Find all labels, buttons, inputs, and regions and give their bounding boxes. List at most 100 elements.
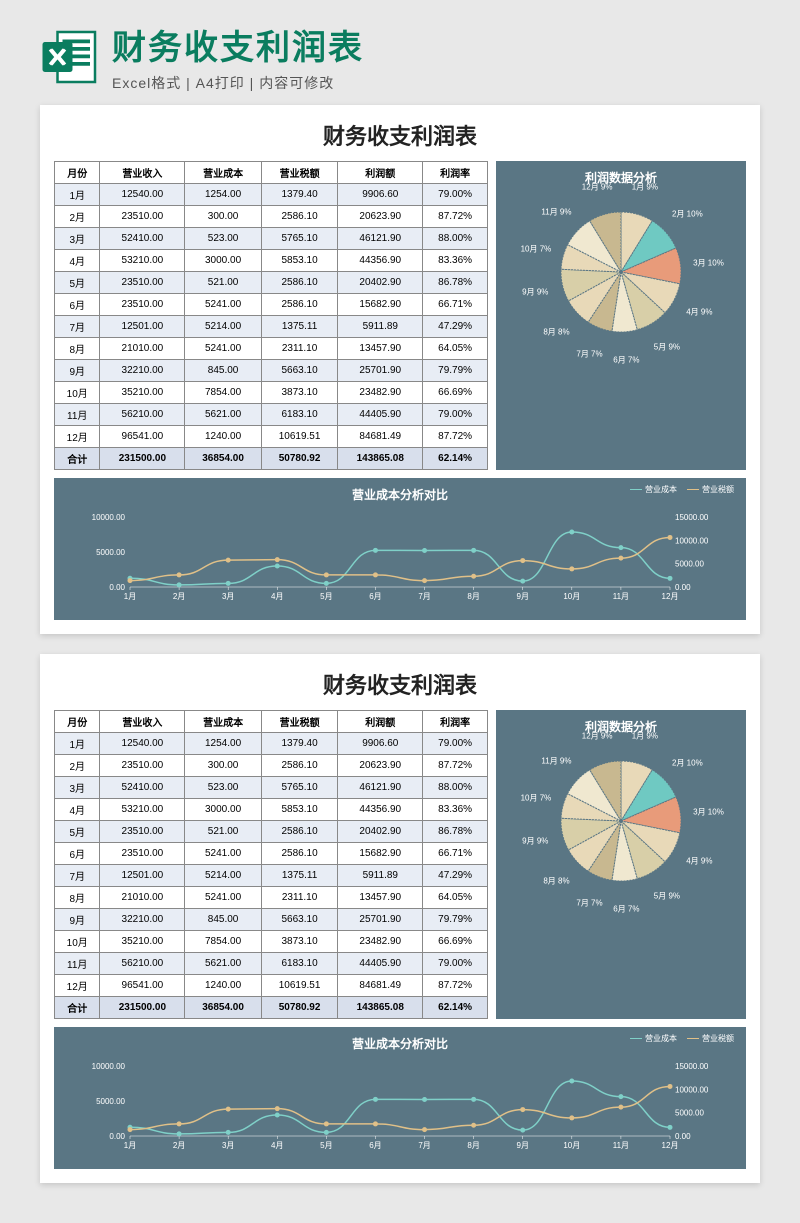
main-title: 财务收支利润表 [112, 20, 760, 69]
table-cell: 6183.10 [261, 953, 338, 975]
table-cell: 66.71% [423, 843, 488, 865]
line-chart-box: 营业成本分析对比营业成本营业税额0.005000.0010000.000.005… [54, 1027, 746, 1169]
sub-title: Excel格式 | A4打印 | 内容可修改 [112, 73, 760, 93]
sheet-title: 财务收支利润表 [54, 119, 746, 151]
table-cell: 9906.60 [338, 733, 423, 755]
table-header: 利润额 [338, 162, 423, 184]
pie-label: 1月 9% [632, 182, 658, 193]
svg-text:6月: 6月 [369, 1141, 381, 1150]
table-cell: 15682.90 [338, 294, 423, 316]
table-cell: 5214.00 [185, 316, 262, 338]
pie-label: 8月 8% [543, 326, 569, 337]
table-row: 7月12501.005214.001375.115911.8947.29% [55, 865, 488, 887]
svg-text:10月: 10月 [563, 592, 580, 601]
table-cell: 23510.00 [100, 272, 185, 294]
line-legend: 营业成本营业税额 [630, 1033, 734, 1044]
table-cell: 231500.00 [100, 448, 185, 470]
pie-label: 1月 9% [632, 731, 658, 742]
table-cell: 46121.90 [338, 777, 423, 799]
table-cell: 5241.00 [185, 887, 262, 909]
table-cell: 5621.00 [185, 953, 262, 975]
table-header: 月份 [55, 162, 100, 184]
pie-label: 10月 7% [521, 244, 552, 255]
table-header: 营业成本 [185, 711, 262, 733]
svg-text:0.00: 0.00 [109, 583, 125, 592]
table-cell: 21010.00 [100, 887, 185, 909]
table-cell: 6183.10 [261, 404, 338, 426]
table-header: 营业收入 [100, 711, 185, 733]
table-cell: 3000.00 [185, 799, 262, 821]
table-cell: 143865.08 [338, 997, 423, 1019]
table-cell: 20623.90 [338, 206, 423, 228]
table-cell: 53210.00 [100, 250, 185, 272]
table-cell: 11月 [55, 953, 100, 975]
table-cell: 2311.10 [261, 338, 338, 360]
table-cell: 5853.10 [261, 799, 338, 821]
table-cell: 300.00 [185, 206, 262, 228]
table-cell: 62.14% [423, 448, 488, 470]
table-row: 1月12540.001254.001379.409906.6079.00% [55, 184, 488, 206]
pie-label: 6月 7% [613, 354, 639, 365]
svg-text:8月: 8月 [467, 1141, 479, 1150]
table-cell: 23510.00 [100, 206, 185, 228]
pie-label: 4月 9% [686, 307, 712, 318]
table-cell: 1240.00 [185, 426, 262, 448]
table-row: 合计231500.0036854.0050780.92143865.0862.1… [55, 997, 488, 1019]
line-chart-box: 营业成本分析对比营业成本营业税额0.005000.0010000.000.005… [54, 478, 746, 620]
table-header: 月份 [55, 711, 100, 733]
table-row: 2月23510.00300.002586.1020623.9087.72% [55, 755, 488, 777]
svg-text:4月: 4月 [271, 1141, 283, 1150]
svg-text:10月: 10月 [563, 1141, 580, 1150]
svg-text:10000.00: 10000.00 [675, 1085, 709, 1094]
table-cell: 53210.00 [100, 799, 185, 821]
table-cell: 23482.90 [338, 382, 423, 404]
table-cell: 66.69% [423, 931, 488, 953]
data-table-wrap: 月份营业收入营业成本营业税额利润额利润率1月12540.001254.00137… [54, 710, 488, 1019]
svg-text:8月: 8月 [467, 592, 479, 601]
table-cell: 合计 [55, 448, 100, 470]
svg-text:5月: 5月 [320, 1141, 332, 1150]
table-cell: 7月 [55, 316, 100, 338]
table-cell: 50780.92 [261, 997, 338, 1019]
table-cell: 79.00% [423, 404, 488, 426]
pie-chart: 1月 9%2月 10%3月 10%4月 9%5月 9%6月 7%7月 7%8月 … [541, 192, 701, 352]
svg-text:9月: 9月 [517, 1141, 529, 1150]
table-cell: 87.72% [423, 206, 488, 228]
svg-text:10000.00: 10000.00 [92, 1062, 126, 1071]
table-cell: 523.00 [185, 228, 262, 250]
line-chart: 0.005000.0010000.000.005000.0010000.0015… [62, 507, 738, 607]
table-cell: 83.36% [423, 250, 488, 272]
table-cell: 5月 [55, 821, 100, 843]
table-row: 6月23510.005241.002586.1015682.9066.71% [55, 843, 488, 865]
svg-text:5000.00: 5000.00 [96, 1097, 125, 1106]
table-cell: 521.00 [185, 272, 262, 294]
pie-label: 11月 9% [541, 207, 571, 218]
svg-text:5000.00: 5000.00 [96, 548, 125, 557]
table-header: 营业收入 [100, 162, 185, 184]
table-cell: 2586.10 [261, 821, 338, 843]
table-cell: 13457.90 [338, 887, 423, 909]
table-cell: 1月 [55, 733, 100, 755]
table-cell: 12540.00 [100, 733, 185, 755]
table-cell: 5911.89 [338, 865, 423, 887]
svg-text:3月: 3月 [222, 1141, 234, 1150]
table-cell: 10619.51 [261, 426, 338, 448]
table-cell: 79.00% [423, 953, 488, 975]
table-cell: 2586.10 [261, 755, 338, 777]
table-cell: 20402.90 [338, 272, 423, 294]
table-header: 利润率 [423, 162, 488, 184]
table-row: 7月12501.005214.001375.115911.8947.29% [55, 316, 488, 338]
table-cell: 12501.00 [100, 865, 185, 887]
table-cell: 1254.00 [185, 733, 262, 755]
svg-text:0.00: 0.00 [675, 1132, 691, 1141]
svg-text:5月: 5月 [320, 592, 332, 601]
table-cell: 2586.10 [261, 272, 338, 294]
table-cell: 5663.10 [261, 360, 338, 382]
table-header: 营业税额 [261, 711, 338, 733]
pie-label: 8月 8% [543, 875, 569, 886]
svg-text:12月: 12月 [662, 1141, 679, 1150]
pie-label: 3月 10% [693, 806, 724, 817]
table-row: 10月35210.007854.003873.1023482.9066.69% [55, 382, 488, 404]
svg-text:15000.00: 15000.00 [675, 1062, 709, 1071]
svg-text:5000.00: 5000.00 [675, 1109, 704, 1118]
